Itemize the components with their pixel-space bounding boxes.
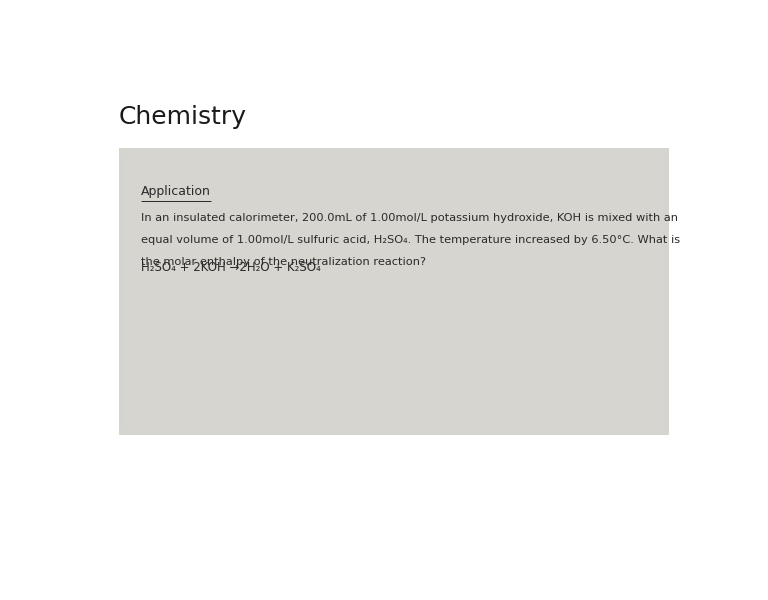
Text: equal volume of 1.00mol/L sulfuric acid, H₂SO₄. The temperature increased by 6.5: equal volume of 1.00mol/L sulfuric acid,… [141, 235, 680, 245]
Text: Application: Application [141, 185, 211, 198]
Text: In an insulated calorimeter, 200.0mL of 1.00mol/L potassium hydroxide, KOH is mi: In an insulated calorimeter, 200.0mL of … [141, 213, 678, 223]
Text: the molar enthalpy of the neutralization reaction?: the molar enthalpy of the neutralization… [141, 257, 426, 267]
FancyBboxPatch shape [124, 153, 663, 430]
Text: Chemistry: Chemistry [118, 105, 247, 129]
FancyBboxPatch shape [118, 148, 669, 434]
Text: H₂SO₄ + 2KOH →2H₂O + K₂SO₄: H₂SO₄ + 2KOH →2H₂O + K₂SO₄ [141, 262, 321, 274]
